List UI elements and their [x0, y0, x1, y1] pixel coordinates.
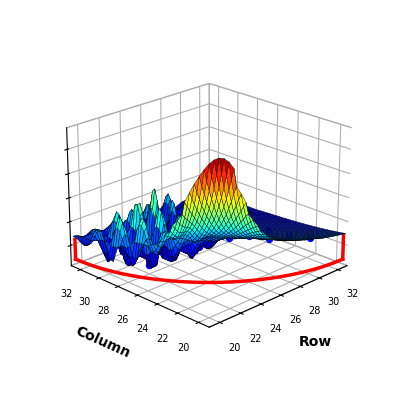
- X-axis label: Row: Row: [299, 335, 332, 349]
- Y-axis label: Column: Column: [73, 324, 132, 360]
